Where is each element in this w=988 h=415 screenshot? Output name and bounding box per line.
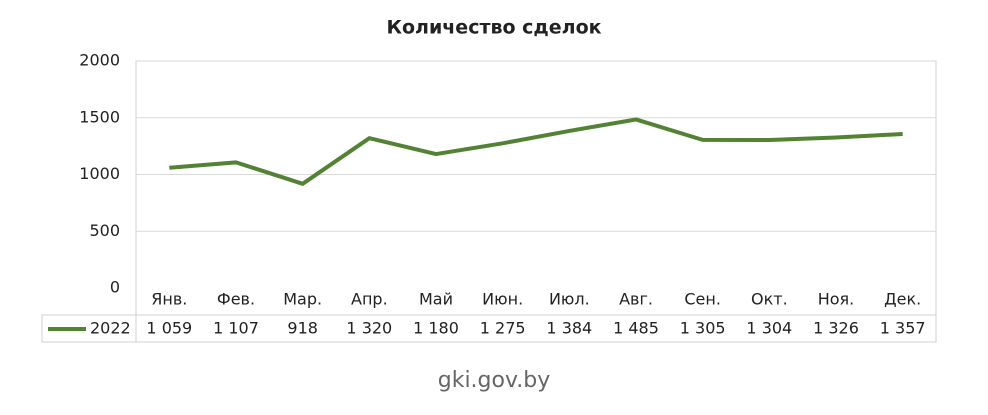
data-table-frame — [41, 314, 937, 343]
table-value: 1 180 — [413, 319, 459, 338]
table-value: 1 305 — [680, 319, 726, 338]
chart-title: Количество сделок — [386, 17, 601, 39]
table-value: 1 059 — [146, 319, 192, 338]
table-value: 1 275 — [480, 319, 526, 338]
x-tick-label: Мар. — [283, 290, 322, 309]
table-value: 1 384 — [546, 319, 592, 338]
source: gki.gov.by — [438, 368, 551, 393]
series-line — [169, 117, 903, 186]
table-value: 1 485 — [613, 319, 659, 338]
table-value: 1 326 — [813, 319, 859, 338]
x-tick-label: Ноя. — [818, 290, 855, 309]
x-tick-label: Янв. — [151, 290, 187, 309]
y-tick-label: 1000 — [79, 164, 120, 183]
x-tick-label: Дек. — [884, 290, 921, 309]
y-tick-label: 0 — [110, 278, 120, 297]
x-tick-label: Апр. — [351, 290, 388, 309]
x-tick-label: Июл. — [549, 290, 590, 309]
x-tick-label: Окт. — [751, 290, 788, 309]
table-value: 1 357 — [880, 319, 926, 338]
table-value: 1 304 — [746, 319, 792, 338]
table-value: 1 107 — [213, 319, 259, 338]
table-value: 1 320 — [346, 319, 392, 338]
y-tick-label: 2000 — [79, 51, 120, 70]
x-tick-label: Фев. — [217, 290, 255, 309]
x-tick-label: Авг. — [619, 290, 653, 309]
plot-frame — [135, 60, 937, 343]
x-tick-label: Сен. — [684, 290, 721, 309]
legend-label: 2022 — [90, 319, 131, 338]
y-tick-label: 500 — [89, 221, 120, 240]
x-tick-label: Июн. — [482, 290, 523, 309]
y-tick-label: 1500 — [79, 107, 120, 126]
x-tick-label: Май — [419, 290, 453, 309]
table-value: 918 — [287, 319, 318, 338]
